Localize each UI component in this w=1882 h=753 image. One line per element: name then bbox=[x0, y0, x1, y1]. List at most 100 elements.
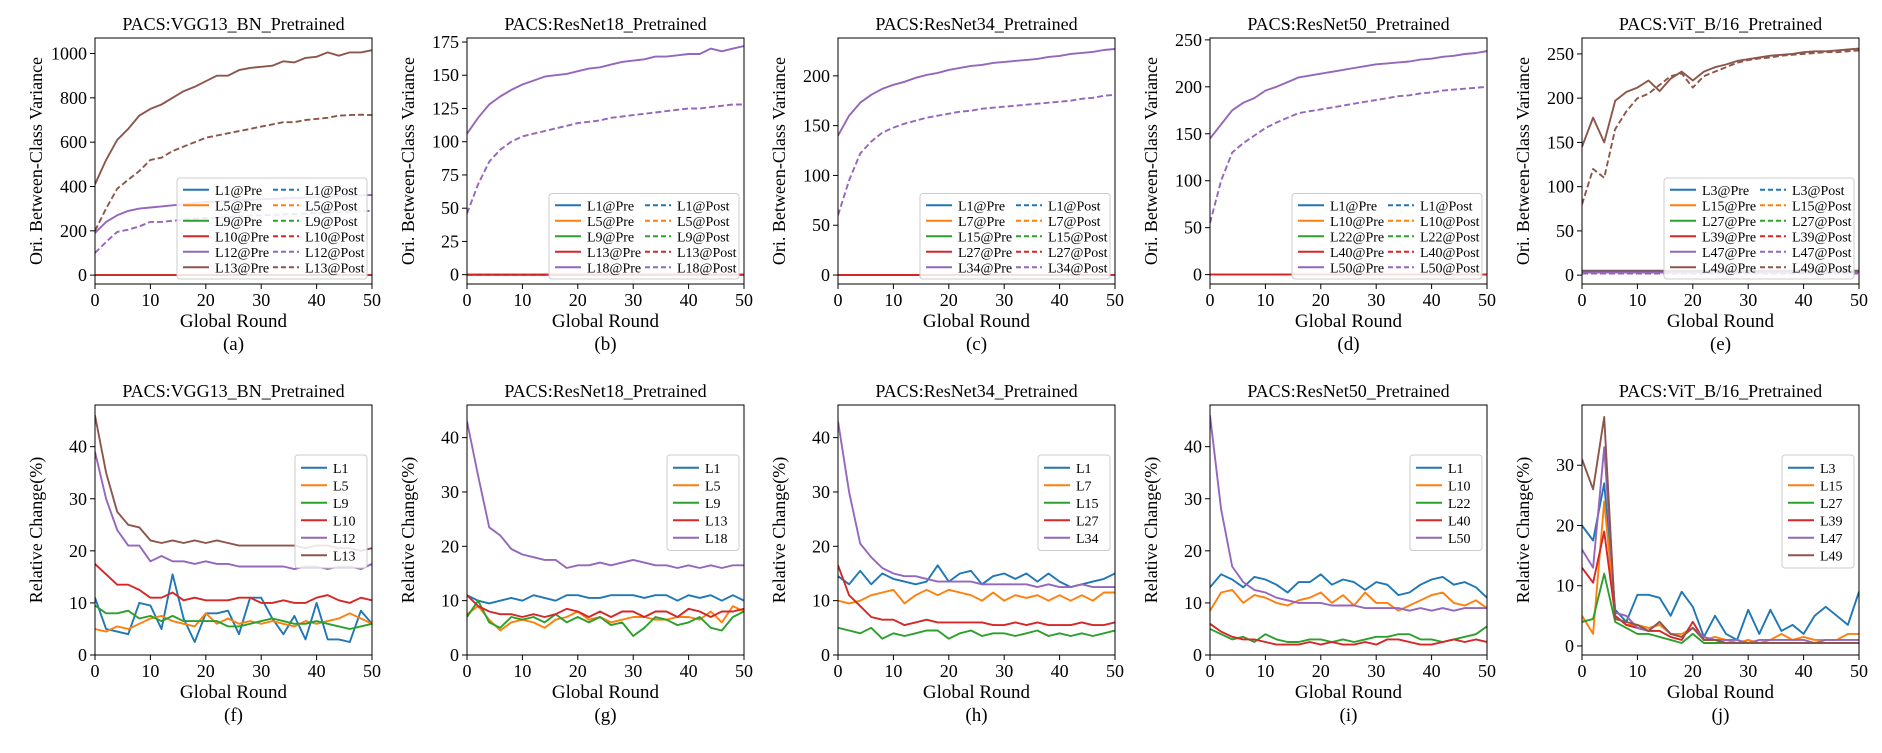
x-axis-label: Global Round bbox=[923, 682, 1031, 703]
series-line-l10 bbox=[95, 563, 372, 604]
y-tick-label: 50 bbox=[812, 215, 830, 235]
series-line-l7 bbox=[838, 588, 1115, 605]
series-line-l34 bbox=[838, 421, 1115, 589]
axes-frame bbox=[94, 37, 373, 285]
y-tick-label: 200 bbox=[1547, 88, 1574, 108]
x-tick-label: 20 bbox=[940, 290, 958, 310]
chart-panel-h: 0 10 20 30 40 50 0 10 20 30 40 PACS:ResNet34_Pretra… bbox=[769, 381, 1124, 726]
y-tick-label: 50 bbox=[1184, 218, 1202, 238]
legend-entry: L5@Post bbox=[677, 215, 730, 230]
legend-entry: L49@Pre bbox=[1702, 261, 1756, 276]
y-axis-label: Ori. Between-Class Variance bbox=[1141, 57, 1161, 265]
y-tick-label: 30 bbox=[69, 489, 87, 509]
legend-box bbox=[1037, 454, 1111, 551]
x-tick-label: 40 bbox=[1795, 290, 1813, 310]
chart-panel-d: 0 10 20 30 40 50 0 50 100 150 200 250 PACS:ResNet50_… bbox=[1141, 14, 1496, 355]
legend-entry: L5 bbox=[333, 479, 349, 494]
x-tick-label: 20 bbox=[940, 661, 958, 681]
x-tick-label: 20 bbox=[1684, 661, 1702, 681]
y-tick-label: 400 bbox=[60, 176, 87, 196]
legend-box bbox=[1409, 454, 1483, 551]
legend-box bbox=[1291, 193, 1483, 280]
legend: L1 L7 L15 L27 L34 bbox=[1037, 454, 1111, 551]
panel-caption: (c) bbox=[966, 334, 987, 355]
y-tick-label: 1000 bbox=[51, 44, 87, 64]
chart-panel-f: 0 10 20 30 40 50 0 10 20 30 40 PACS:VGG13_BN_Pretra… bbox=[26, 381, 381, 726]
axes-frame bbox=[837, 404, 1116, 656]
legend-entry: L3@Post bbox=[1792, 184, 1845, 199]
legend-entry: L39@Post bbox=[1792, 230, 1852, 245]
panel-caption: (j) bbox=[1712, 705, 1730, 726]
y-axis-label: Relative Change(%) bbox=[398, 457, 419, 603]
x-tick-label: 20 bbox=[1684, 290, 1702, 310]
x-tick-label: 20 bbox=[197, 290, 215, 310]
legend-entry: L22 bbox=[1448, 497, 1471, 512]
y-tick-label: 200 bbox=[803, 66, 830, 86]
x-tick-label: 10 bbox=[1256, 661, 1274, 681]
y-tick-label: 10 bbox=[812, 591, 830, 611]
series-line-l10 bbox=[1210, 588, 1487, 612]
legend-entry: L15@Post bbox=[1048, 230, 1108, 245]
panel-caption: (i) bbox=[1340, 705, 1358, 726]
x-tick-label: 50 bbox=[1106, 290, 1124, 310]
legend-entry: L13 bbox=[705, 514, 728, 529]
series-lines bbox=[1210, 415, 1487, 646]
legend-entry: L1@Pre bbox=[958, 199, 1005, 214]
y-tick-label: 150 bbox=[803, 116, 830, 136]
x-tick-label: 10 bbox=[141, 661, 159, 681]
x-tick-label: 40 bbox=[1423, 290, 1441, 310]
legend-entry: L50@Pre bbox=[1330, 261, 1384, 276]
series-line-l5 bbox=[95, 612, 372, 633]
x-tick-label: 0 bbox=[1578, 290, 1587, 310]
legend-entry: L10@Pre bbox=[1330, 215, 1384, 230]
x-axis-label: Global Round bbox=[1295, 311, 1403, 332]
legend-entry: L27@Post bbox=[1048, 246, 1108, 261]
x-tick-label: 30 bbox=[252, 661, 270, 681]
legend-entry: L13@Pre bbox=[215, 261, 269, 276]
y-tick-label: 10 bbox=[441, 591, 459, 611]
series-line-l15 bbox=[838, 626, 1115, 640]
x-tick-label: 20 bbox=[1312, 661, 1330, 681]
legend-entry: L34 bbox=[1076, 532, 1099, 547]
legend-entry: L1@Post bbox=[677, 199, 730, 214]
legend-entry: L50@Post bbox=[1420, 261, 1480, 276]
axes-frame bbox=[837, 37, 1116, 285]
chart-panel-b: 0 10 20 30 40 50 0 25 50 75 100 125 150 175 PACS:ResNe… bbox=[398, 14, 753, 355]
legend-entry: L7@Post bbox=[1048, 215, 1101, 230]
x-axis-label: Global Round bbox=[1295, 682, 1403, 703]
x-tick-label: 20 bbox=[197, 661, 215, 681]
legend: L1 L10 L22 L40 L50 bbox=[1409, 454, 1483, 551]
y-tick-label: 30 bbox=[812, 482, 830, 502]
y-tick-label: 125 bbox=[432, 98, 459, 118]
panel-caption: (d) bbox=[1337, 334, 1359, 355]
x-axis-label: Global Round bbox=[180, 682, 288, 703]
series-line-l18-post bbox=[467, 103, 744, 214]
legend-entry: L27 bbox=[1820, 497, 1843, 512]
y-tick-label: 175 bbox=[432, 32, 459, 52]
x-axis-label: Global Round bbox=[1667, 311, 1775, 332]
panel-caption: (g) bbox=[594, 705, 616, 726]
y-tick-label: 0 bbox=[1193, 645, 1202, 665]
legend-entry: L34@Post bbox=[1048, 261, 1108, 276]
x-tick-label: 20 bbox=[569, 661, 587, 681]
y-tick-label: 150 bbox=[432, 65, 459, 85]
axes-frame bbox=[1581, 404, 1860, 656]
series-line-l12 bbox=[95, 451, 372, 571]
x-tick-label: 50 bbox=[363, 290, 381, 310]
y-tick-label: 0 bbox=[78, 265, 87, 285]
x-tick-label: 40 bbox=[1423, 661, 1441, 681]
legend-entry: L5 bbox=[705, 479, 721, 494]
legend-entry: L15@Pre bbox=[958, 230, 1012, 245]
legend-entry: L3 bbox=[1820, 462, 1836, 477]
series-line-l1 bbox=[95, 573, 372, 643]
series-line-l49-post bbox=[1582, 49, 1859, 205]
legend-entry: L1 bbox=[333, 462, 349, 477]
x-tick-label: 50 bbox=[363, 661, 381, 681]
chart-title: PACS:ResNet18_Pretrained bbox=[504, 14, 706, 34]
x-tick-label: 20 bbox=[1312, 290, 1330, 310]
y-axis-label: Ori. Between-Class Variance bbox=[398, 57, 418, 265]
x-tick-label: 50 bbox=[735, 661, 753, 681]
y-tick-label: 0 bbox=[78, 645, 87, 665]
legend-entry: L10 bbox=[333, 514, 356, 529]
